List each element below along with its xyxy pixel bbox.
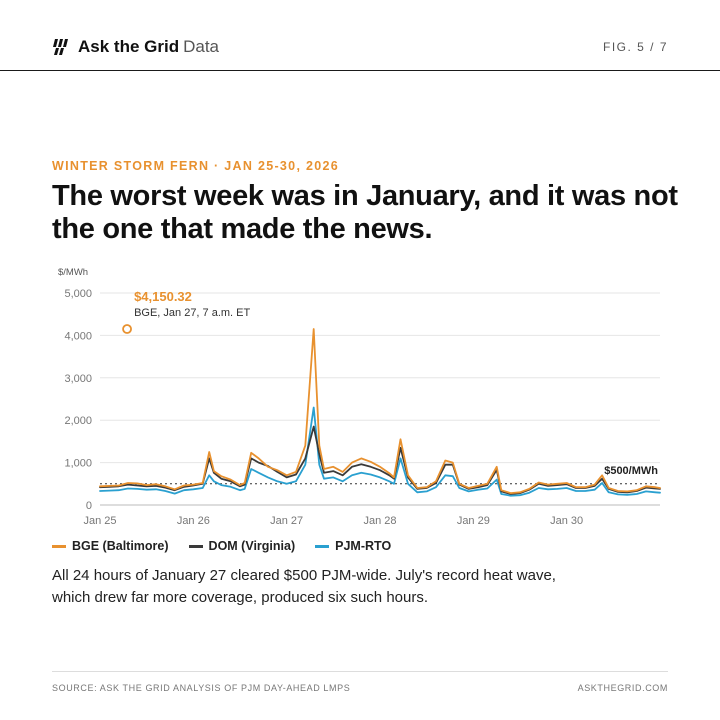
peak-marker [122, 324, 132, 334]
brand-sub: Data [183, 37, 220, 56]
kicker: WINTER STORM FERN · JAN 25-30, 2026 [52, 159, 339, 173]
x-tick-label: Jan 29 [457, 515, 490, 527]
brand-name: Ask the Grid [78, 37, 180, 56]
legend-item-pjm: PJM-RTO [315, 539, 391, 553]
series-line-pjm [99, 406, 661, 497]
y-tick-label: 1,000 [64, 458, 92, 470]
figure-counter: FIG. 5 / 7 [602, 40, 668, 54]
legend-swatch-bge [52, 544, 66, 548]
x-tick-label: Jan 25 [83, 515, 116, 527]
threshold-label: $500/MWh [604, 465, 658, 477]
x-tick-label: Jan 28 [363, 515, 396, 527]
legend-item-bge: BGE (Baltimore) [52, 539, 169, 553]
peak-detail-label: BGE, Jan 27, 7 a.m. ET [134, 307, 250, 319]
legend-label-bge: BGE (Baltimore) [72, 539, 169, 553]
peak-value-label: $4,150.32 [134, 289, 192, 304]
legend-label-dom: DOM (Virginia) [208, 539, 296, 553]
x-tick-label: Jan 30 [550, 515, 583, 527]
x-tick-label: Jan 26 [177, 515, 210, 527]
legend-label-pjm: PJM-RTO [335, 539, 392, 553]
y-axis-label: $/MWh [58, 267, 88, 278]
caption: All 24 hours of January 27 cleared $500 … [52, 567, 556, 606]
bolt-bars-logo-icon [53, 39, 68, 55]
legend-item-dom: DOM (Virginia) [188, 539, 296, 553]
y-tick-label: 2,000 [64, 415, 92, 427]
y-tick-label: 4,000 [64, 330, 92, 342]
y-tick-label: 0 [86, 500, 92, 512]
legend-swatch-pjm [315, 544, 330, 548]
legend: BGE (Baltimore) DOM (Virginia) PJM-RTO [52, 538, 411, 554]
y-tick-label: 3,000 [64, 373, 92, 385]
legend-swatch-dom [188, 544, 203, 548]
footer-divider [52, 671, 668, 672]
page-title: The worst week was in January, and it wa… [52, 180, 678, 245]
site-link[interactable]: ASKTHEGRID.COM [577, 683, 668, 693]
brand[interactable]: Ask the Grid Data [78, 37, 219, 57]
y-tick-label: 5,000 [64, 288, 92, 300]
price-chart: $/MWh 0 1,000 2,000 3,000 4,000 5,000 Jan 25 Ja… [58, 267, 661, 527]
source-note: SOURCE: ASK THE GRID ANALYSIS OF PJM DAY… [52, 683, 351, 693]
x-tick-label: Jan 27 [270, 515, 303, 527]
header: Ask the Grid Data FIG. 5 / 7 [0, 0, 720, 71]
series-line-bge [99, 328, 661, 494]
